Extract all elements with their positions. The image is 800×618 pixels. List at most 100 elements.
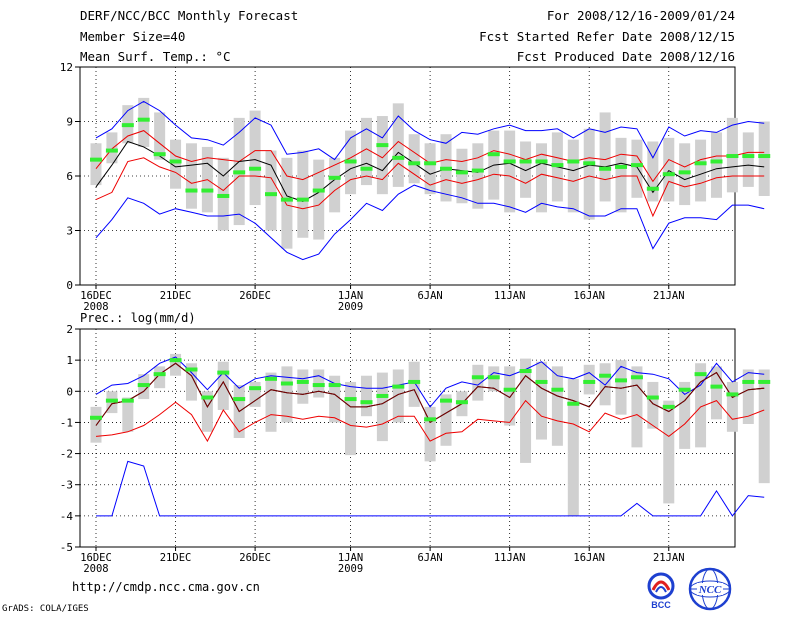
median-mark	[599, 373, 612, 378]
spread-box	[138, 97, 150, 147]
median-mark	[710, 159, 723, 164]
spread-box	[297, 150, 309, 238]
plot-frame	[79, 328, 736, 548]
median-mark	[551, 387, 564, 392]
x-tick-label: 6JAN	[417, 552, 442, 564]
median-mark	[694, 372, 707, 377]
median-mark	[678, 387, 691, 392]
bcc-logo-text: BCC	[651, 600, 671, 610]
spread-box	[90, 143, 102, 186]
spread-box	[567, 139, 579, 213]
spread-box	[424, 143, 436, 195]
y-tick-label: -1	[60, 416, 73, 429]
median-mark	[615, 164, 628, 169]
spread-box	[185, 143, 197, 209]
spread-box	[583, 128, 595, 220]
median-mark	[599, 166, 612, 171]
spread-box	[122, 397, 134, 432]
spread-box	[392, 103, 404, 187]
spread-box	[710, 366, 722, 420]
median-mark	[296, 197, 309, 202]
header-title: DERF/NCC/BCC Monthly Forecast	[80, 8, 299, 23]
median-mark	[153, 372, 166, 377]
spread-box	[265, 150, 277, 231]
spread-box	[504, 130, 516, 213]
spread-box	[647, 141, 659, 202]
spread-box	[599, 363, 611, 406]
spread-box	[170, 353, 182, 376]
spread-box	[360, 117, 372, 186]
spread-box	[408, 134, 420, 184]
median-mark	[551, 163, 564, 168]
median-mark	[503, 159, 516, 164]
grads-credit: GrADS: COLA/IGES	[2, 604, 89, 614]
median-mark	[519, 369, 532, 374]
series-line-max	[95, 184, 765, 261]
median-mark	[726, 154, 739, 159]
median-mark	[630, 163, 643, 168]
spread-box	[631, 139, 643, 198]
spread-box	[345, 381, 357, 456]
median-mark	[344, 159, 357, 164]
spread-box	[376, 372, 388, 442]
median-mark	[567, 159, 580, 164]
spread-box	[154, 366, 166, 389]
median-mark	[249, 166, 262, 171]
spread-box	[695, 363, 707, 448]
median-mark	[408, 161, 421, 166]
median-mark	[249, 386, 262, 391]
median-mark	[583, 161, 596, 166]
median-mark	[615, 378, 628, 383]
y-tick-label: -4	[60, 510, 74, 523]
spread-box	[249, 110, 261, 206]
spread-box	[185, 363, 197, 401]
spread-box	[408, 361, 420, 407]
spread-box	[599, 112, 611, 202]
median-mark	[137, 117, 150, 122]
median-mark	[742, 379, 755, 384]
median-mark	[567, 401, 580, 406]
x-tick-label: 16DEC	[80, 552, 112, 564]
header-produced-date: Fcst Produced Date 2008/12/16	[516, 49, 735, 64]
median-mark	[662, 172, 675, 177]
median-mark	[694, 161, 707, 166]
y-tick-label: 3	[66, 225, 73, 238]
panel-title-prec: Prec.: log(mm/d)	[80, 311, 196, 325]
footer-url[interactable]: http://cmdp.ncc.cma.gov.cn	[72, 580, 260, 594]
spread-box	[472, 143, 484, 209]
spread-box	[106, 132, 118, 164]
median-mark	[185, 367, 198, 372]
spread-box	[313, 159, 325, 240]
header-start-date: Fcst Started Refer Date 2008/12/15	[479, 28, 735, 44]
median-mark	[137, 383, 150, 388]
spread-box	[297, 369, 309, 404]
header-period: For 2008/12/16-2009/01/24	[546, 8, 735, 23]
series-line-max_top	[95, 100, 765, 161]
median-mark	[153, 152, 166, 157]
median-mark	[105, 398, 118, 403]
spread-box	[695, 139, 707, 202]
median-mark	[90, 415, 102, 420]
x-tick-label: 6JAN	[417, 290, 442, 302]
y-tick-label: -2	[60, 448, 73, 461]
median-mark	[455, 170, 468, 175]
spread-box	[249, 381, 261, 407]
panel-1	[75, 66, 771, 289]
series-line-mean	[95, 140, 765, 202]
median-mark	[185, 188, 198, 193]
median-mark	[726, 392, 739, 397]
median-mark	[392, 155, 405, 160]
median-mark	[121, 123, 134, 128]
series-line-max_top	[95, 356, 765, 408]
y-tick-label: -3	[60, 479, 73, 492]
median-mark	[424, 161, 437, 166]
median-mark	[360, 166, 373, 171]
median-mark	[201, 188, 214, 193]
median-mark	[583, 379, 596, 384]
median-mark	[121, 398, 134, 403]
spread-box	[329, 375, 341, 423]
median-mark	[503, 387, 516, 392]
spread-box	[201, 391, 213, 432]
spread-box	[551, 366, 563, 446]
median-mark	[678, 170, 691, 175]
